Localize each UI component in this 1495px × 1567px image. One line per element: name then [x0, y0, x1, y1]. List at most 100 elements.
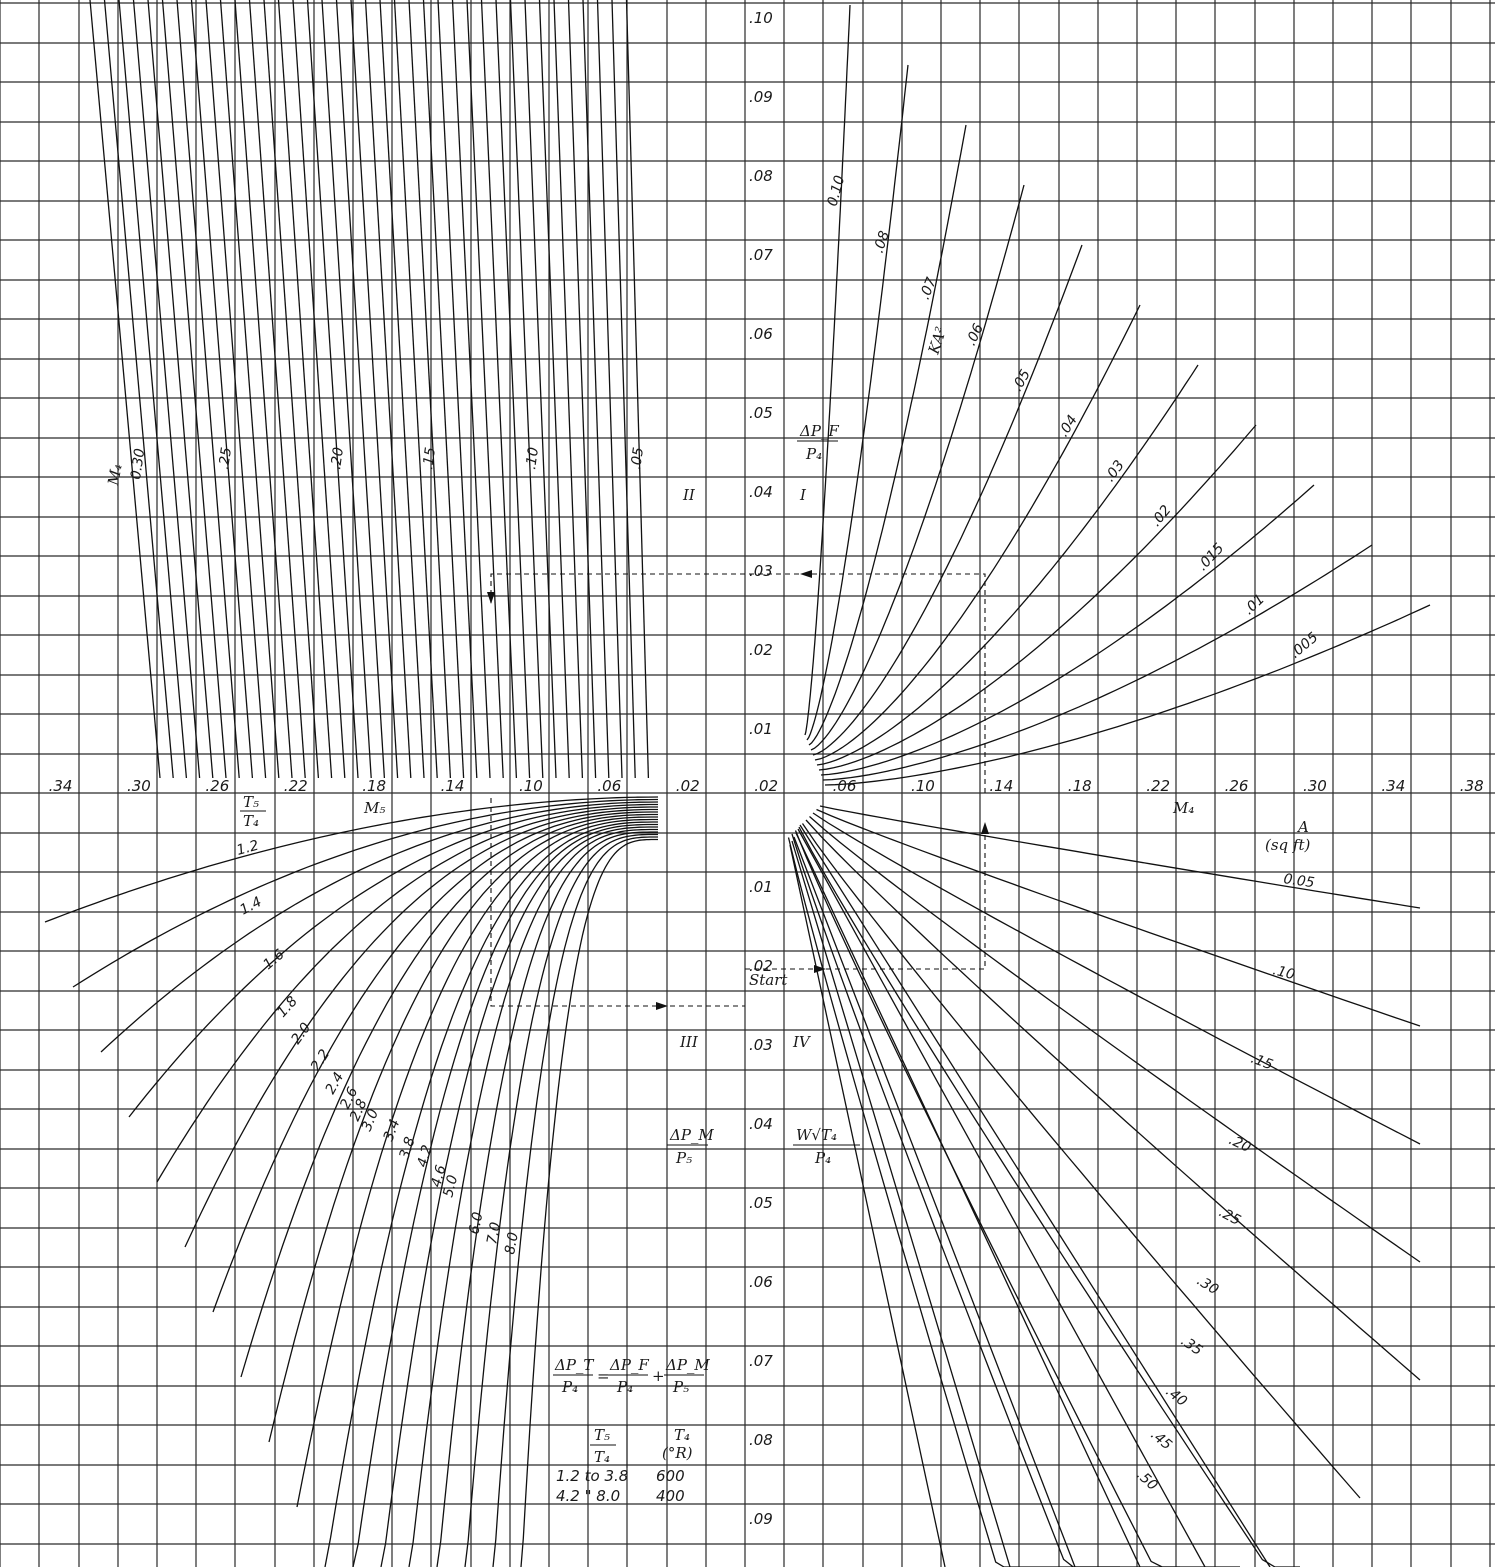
y-tick-lower: .06 [749, 1273, 773, 1291]
dpm-den: P₅ [675, 1149, 692, 1167]
x-tick-right: .14 [989, 777, 1013, 795]
t5t4-curve [72, 798, 659, 988]
area-curve-label: .30 [1194, 1273, 1221, 1298]
m4-curve-label: .15 [420, 446, 439, 470]
t5t4-curve-label: 3.8 [397, 1135, 419, 1161]
t5t4-curve-label: 1.8 [274, 993, 301, 1020]
x-tick-right: .06 [833, 777, 857, 795]
area-curve-label: 0.05 [1282, 871, 1315, 891]
w-den: P₄ [814, 1149, 831, 1167]
m5-axis-label: M₅ [363, 799, 385, 817]
tbl-r2-c2: 400 [656, 1487, 685, 1505]
m4-line [103, 0, 174, 779]
m4-axis-label: M₄ [1172, 799, 1194, 817]
ka2-curve-label: .02 [1148, 502, 1175, 529]
a-unit: (sq ft) [1265, 836, 1310, 854]
area-curve [805, 819, 1421, 1381]
y-tick-upper: .05 [749, 404, 773, 422]
arrow-left [800, 570, 812, 578]
x-tick-right: .22 [1146, 777, 1170, 795]
ka2-curve [814, 304, 1141, 761]
m4-line [219, 0, 280, 779]
t5t4-curve [240, 813, 658, 1378]
area-curve [798, 826, 1300, 1567]
ka2-curve [812, 244, 1083, 756]
eq-t2-den: P₅ [672, 1378, 689, 1396]
x-tick-right: .18 [1068, 777, 1092, 795]
area-curve [812, 812, 1421, 1145]
area-curve-label: .25 [1216, 1204, 1243, 1229]
y-tick-lower: .07 [749, 1352, 773, 1370]
m4-line [132, 0, 201, 779]
ka2-curve-label: .015 [1194, 540, 1227, 574]
dpf-p4-label: ΔP_F P₄ [797, 422, 839, 463]
t5t4-curve [44, 796, 659, 923]
y-tick-lower: .05 [749, 1194, 773, 1212]
x-tick-left: .30 [127, 777, 151, 795]
m4-line [350, 0, 399, 779]
x-tick-right: .30 [1303, 777, 1327, 795]
area-curve-label: .35 [1178, 1333, 1205, 1359]
ka2-curve-label: .08 [871, 229, 893, 255]
quadrant-i-label: I [799, 486, 807, 504]
y-tick-lower: .01 [749, 878, 773, 896]
ka2-curve [820, 484, 1315, 776]
x-tick-left: .22 [284, 777, 308, 795]
eq-t1-num: ΔP_F [609, 1356, 649, 1374]
eq-lhs-den: P₄ [561, 1378, 578, 1396]
t5t4-curve-label: 7.0 [484, 1221, 504, 1246]
m4-line [205, 0, 267, 779]
ka2-curve-label: .01 [1241, 591, 1268, 618]
dpm-p5-label: ΔP_M P₅ [667, 1126, 714, 1167]
ka2-curve [824, 604, 1431, 786]
m4-line [524, 0, 557, 779]
w-sqrt-t4-p4-label: W√T₄ P₄ [793, 1126, 860, 1167]
area-curve-label: .10 [1271, 962, 1297, 983]
ka2-curve [804, 4, 851, 736]
y-tick-upper: .07 [749, 246, 773, 264]
curves [44, 0, 1431, 1567]
x-tick-left: .14 [441, 777, 465, 795]
a-label: A [1296, 818, 1309, 836]
ka2-curve-label: .05 [1009, 367, 1034, 394]
m4-line [118, 0, 188, 779]
a-param-label: A (sq ft) [1265, 818, 1310, 854]
m4-line [292, 0, 346, 779]
t5t4-num: T₅ [243, 793, 259, 811]
y-tick-upper: .02 [749, 641, 773, 659]
x-tick-left: .34 [49, 777, 73, 795]
t5t4-curve [380, 826, 658, 1567]
dpm-num: ΔP_M [669, 1126, 714, 1144]
area-curve-extra [791, 840, 1011, 1567]
y-tick-lower: .09 [749, 1510, 773, 1528]
area-curve-label: .15 [1249, 1051, 1275, 1074]
m4-line [596, 0, 623, 779]
m4-line [625, 0, 650, 779]
y-tick-upper: .06 [749, 325, 773, 343]
y-tick-lower: .03 [749, 1036, 773, 1054]
m4-line [335, 0, 386, 779]
tbl-r2-c1: 4.2 " 8.0 [556, 1487, 620, 1505]
quadrant-ii-label: II [682, 486, 696, 504]
area-curve [801, 823, 1361, 1499]
m4-line [190, 0, 254, 779]
arrow-start [814, 965, 826, 973]
t5t4-curve [100, 801, 659, 1053]
y-tick-upper: .08 [749, 167, 773, 185]
t5t4-curve [128, 803, 658, 1118]
tick-labels: .38 .34 .30 .26 .22 .18 .14 .10 .06 .02 .02 .06 .10.… [49, 9, 1484, 1528]
m4-line [451, 0, 491, 779]
m4-line [393, 0, 438, 779]
x-tick-right: .02 [754, 777, 778, 795]
y-tick-upper: .09 [749, 88, 773, 106]
ka2-curve [808, 124, 967, 746]
x-tick-left: .10 [519, 777, 543, 795]
ka2-curve-label: .07 [917, 275, 940, 302]
y-tick-upper: .10 [749, 9, 773, 27]
t5t4-curve [212, 811, 658, 1313]
m4-curves-title: M₄ [104, 463, 126, 488]
area-curve [791, 833, 1180, 1567]
ka2-curve [816, 364, 1199, 766]
tbl-h2-top: T₄ [674, 1426, 690, 1444]
